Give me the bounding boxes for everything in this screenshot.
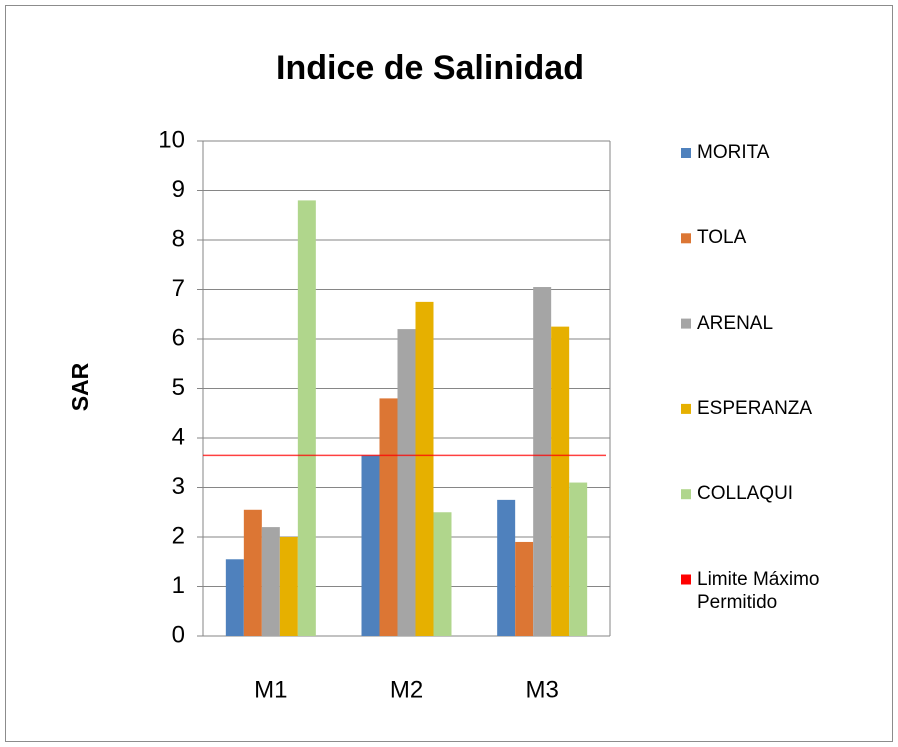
- y-tick-label: 8: [172, 225, 185, 252]
- legend-label: ESPERANZA: [697, 397, 813, 419]
- bar: [397, 329, 416, 636]
- y-tick-label: 2: [172, 522, 185, 549]
- bar: [497, 499, 516, 636]
- legend-label: COLLAQUI: [697, 483, 794, 505]
- legend-swatch: [681, 148, 691, 158]
- legend-swatch: [681, 318, 691, 329]
- legend-swatch: [681, 574, 691, 585]
- y-tick-label: 1: [172, 572, 185, 599]
- legend-swatch: [681, 233, 691, 244]
- legend-label: Limite Máximo Permitido: [697, 568, 820, 613]
- bar: [361, 455, 380, 636]
- bar: [297, 200, 316, 636]
- y-tick-label: 9: [172, 176, 185, 203]
- legend-swatch: [681, 489, 691, 500]
- y-tick-label: 6: [172, 324, 185, 351]
- y-tick-label: 3: [172, 473, 185, 500]
- bar: [515, 541, 534, 636]
- x-tick-label: M3: [525, 676, 558, 703]
- legend-label: MORITA: [697, 142, 770, 163]
- bar: [569, 482, 588, 636]
- bar: [551, 326, 570, 636]
- y-tick-label: 4: [172, 423, 185, 450]
- y-tick-label: 10: [158, 126, 185, 153]
- bar: [243, 509, 262, 636]
- y-tick-label: 5: [172, 374, 185, 401]
- legend-label: TOLA: [697, 227, 747, 249]
- bar: [415, 301, 434, 636]
- bar: [261, 527, 280, 636]
- bar: [279, 537, 298, 636]
- chart-border: [5, 5, 893, 742]
- bar: [225, 559, 244, 636]
- bar: [379, 398, 398, 636]
- bar: [433, 512, 452, 636]
- legend-swatch: [681, 403, 691, 414]
- legend-label: ARENAL: [697, 312, 774, 334]
- chart-title: Indice de Salinidad: [276, 49, 584, 87]
- y-tick-label: 0: [172, 621, 185, 648]
- y-tick-label: 7: [172, 275, 185, 302]
- x-tick-label: M1: [254, 676, 287, 703]
- y-axis-label: SAR: [67, 362, 93, 411]
- bar: [533, 287, 552, 636]
- x-tick-label: M2: [390, 676, 423, 703]
